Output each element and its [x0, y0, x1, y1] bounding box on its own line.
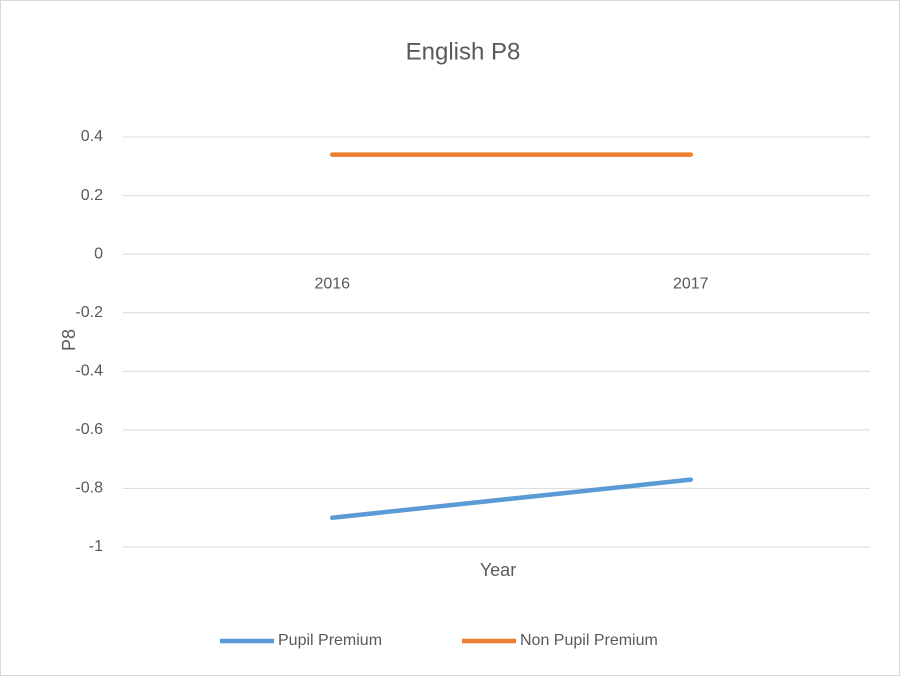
- y-tick-label: -0.8: [75, 480, 103, 497]
- y-tick-label: -0.4: [75, 363, 103, 380]
- y-tick-label: -0.2: [75, 304, 103, 321]
- y-tick-label: -1: [89, 538, 103, 555]
- y-axis-title: P8: [59, 329, 79, 351]
- y-tick-label: 0.2: [81, 187, 103, 204]
- legend-label: Non Pupil Premium: [520, 632, 658, 649]
- x-tick-label: 2016: [314, 275, 350, 292]
- x-axis-title: Year: [480, 560, 516, 580]
- y-tick-label: 0.4: [81, 128, 103, 145]
- chart-title: English P8: [406, 38, 521, 65]
- legend-label: Pupil Premium: [278, 632, 382, 649]
- x-tick-label: 2017: [673, 275, 709, 292]
- y-tick-label: 0: [94, 245, 103, 262]
- series-line: [330, 477, 693, 520]
- y-tick-label: -0.6: [75, 421, 103, 438]
